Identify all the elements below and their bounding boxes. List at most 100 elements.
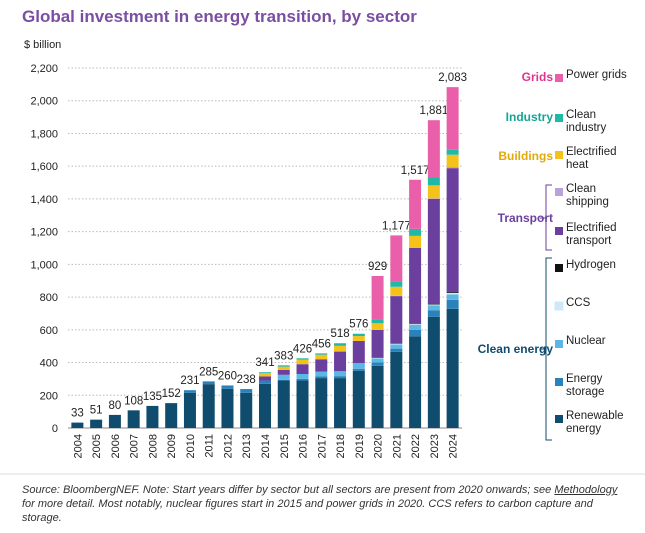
y-tick-label: 1,600 — [30, 161, 58, 173]
bar-segment — [296, 378, 309, 381]
bar-segment — [390, 351, 403, 428]
bar-segment — [390, 348, 403, 352]
x-tick-label: 2012 — [222, 434, 234, 458]
bracket — [540, 257, 552, 441]
y-tick-label: 2,000 — [30, 96, 58, 108]
group-label: Clean energy — [477, 342, 553, 356]
legend-label: Electrified transport — [566, 222, 617, 247]
bar-segment — [296, 374, 309, 379]
bar-segment — [259, 373, 271, 377]
total-label: 80 — [109, 400, 122, 412]
bar-segment — [371, 319, 384, 324]
bar-segment — [371, 365, 384, 428]
x-tick-label: 2014 — [260, 434, 272, 458]
total-label: 231 — [180, 375, 199, 387]
bar-segment — [446, 292, 459, 295]
legend-label: CCS — [566, 297, 591, 309]
bar-segment — [390, 281, 403, 287]
bar-segment — [334, 378, 347, 428]
bar-segment — [277, 366, 290, 370]
legend-swatch — [555, 74, 563, 82]
legend-swatch — [555, 264, 563, 272]
x-tick-label: 2009 — [166, 434, 178, 458]
legend-swatch — [554, 301, 564, 311]
bar-segment — [183, 390, 196, 393]
bar-segment — [146, 405, 159, 428]
bar-segment — [446, 292, 459, 293]
bar-segment — [277, 379, 290, 381]
source-text: Source: BloombergNEF. Note: Start years … — [22, 484, 552, 496]
bar-segment — [371, 275, 384, 320]
bar-segment — [71, 422, 84, 428]
y-axis-label: $ billion — [24, 39, 61, 51]
total-label: 456 — [312, 338, 331, 350]
methodology-link[interactable]: Methodology — [554, 484, 618, 496]
bar-segment — [221, 388, 234, 428]
legend-swatch — [555, 114, 563, 122]
bar-segment — [427, 198, 440, 304]
bar-segment — [221, 385, 234, 389]
bar-segment — [446, 154, 459, 167]
x-tick-label: 2022 — [410, 434, 422, 458]
legend-label: Power grids — [566, 69, 627, 81]
bar-segment — [352, 363, 365, 369]
bar-segment — [371, 329, 384, 358]
y-tick-label: 1,000 — [30, 259, 58, 271]
total-label: 426 — [293, 343, 312, 355]
bar-segment — [352, 340, 365, 364]
bar-segment — [352, 333, 365, 337]
bar-segment — [446, 87, 459, 150]
group-label: Industry — [505, 110, 553, 124]
bar-segment — [202, 384, 215, 428]
bar-segment — [427, 316, 440, 428]
bar-segment — [390, 343, 403, 345]
bar-segment — [108, 414, 121, 428]
x-tick-label: 2015 — [279, 434, 291, 458]
total-label: 2,083 — [438, 72, 467, 84]
x-tick-label: 2018 — [335, 434, 347, 458]
bar-segment — [259, 383, 271, 428]
bar-segment — [409, 235, 422, 248]
x-tick-label: 2007 — [129, 434, 141, 458]
bar-segment — [315, 353, 328, 355]
x-tick-label: 2021 — [391, 434, 403, 458]
x-tick-label: 2016 — [298, 434, 310, 458]
bar-segment — [409, 329, 422, 337]
legend-label: Energy storage — [566, 373, 605, 398]
x-tick-label: 2017 — [316, 434, 328, 458]
bar-segment — [259, 372, 271, 374]
total-label: 51 — [90, 405, 103, 417]
x-tick-label: 2013 — [241, 434, 253, 458]
bracket — [540, 184, 552, 251]
y-tick-label: 800 — [40, 292, 58, 304]
legend-label: Electrified heat — [566, 146, 617, 171]
bar-segment — [427, 304, 440, 306]
bar-segment — [334, 371, 347, 377]
bar-segment — [315, 354, 328, 360]
bar-segment — [240, 392, 253, 428]
y-tick-label: 600 — [40, 325, 58, 337]
bar-segment — [446, 167, 459, 169]
bar-segment — [183, 392, 196, 428]
total-label: 1,881 — [419, 105, 448, 117]
x-tick-label: 2011 — [204, 434, 216, 458]
legend-swatch — [555, 415, 563, 423]
bar-segment — [202, 381, 215, 385]
total-label: 576 — [349, 319, 368, 331]
y-tick-label: 400 — [40, 358, 58, 370]
bar-segment — [446, 299, 459, 309]
x-tick-label: 2023 — [429, 434, 441, 458]
chart-title: Global investment in energy transition, … — [22, 7, 417, 26]
total-label: 260 — [218, 370, 237, 382]
bar-segment — [409, 324, 422, 325]
bar-segment — [296, 364, 309, 374]
x-tick-label: 2004 — [72, 434, 84, 458]
bar-segment — [390, 286, 403, 296]
x-tick-label: 2020 — [373, 434, 385, 458]
bar-segment — [277, 365, 290, 367]
bar-segment — [334, 345, 347, 352]
bar-segment — [427, 185, 440, 199]
bar-segment — [296, 358, 309, 360]
